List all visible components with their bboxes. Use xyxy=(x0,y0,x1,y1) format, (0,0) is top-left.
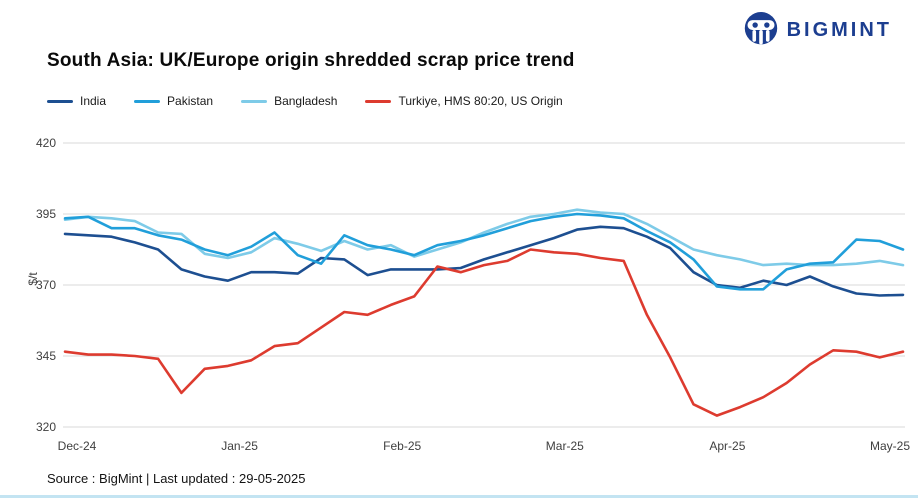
legend-item-pakistan: Pakistan xyxy=(134,94,213,108)
legend-item-turkiye: Turkiye, HMS 80:20, US Origin xyxy=(365,94,563,108)
legend-label-bangladesh: Bangladesh xyxy=(274,94,338,108)
x-tick-label-Apr-25: Apr-25 xyxy=(709,439,745,453)
chart-line-pakistan xyxy=(63,212,905,291)
x-tick-label-Mar-25: Mar-25 xyxy=(546,439,584,453)
chart-area: 420 395 370 345 320 Dec-24 Jan-25 Feb-25 Mar-25 A… xyxy=(0,125,918,470)
legend-label-pakistan: Pakistan xyxy=(167,94,214,108)
legend-swatch-pakistan xyxy=(134,99,161,103)
bigmint-logo: BIGMINT xyxy=(743,10,892,50)
y-tick-label-320: 320 xyxy=(36,420,56,434)
legend-item-bangladesh: Bangladesh xyxy=(241,94,337,108)
bigmint-logo-text: BIGMINT xyxy=(786,18,892,41)
chart-line-bangladesh xyxy=(63,208,905,267)
page-title: South Asia: UK/Europe origin shredded sc… xyxy=(47,50,575,71)
chart-legend: India Pakistan Bangladesh Turkiye, HMS 8… xyxy=(47,94,563,108)
chart-line-turkiye-hms-80-20-us-origin xyxy=(63,248,905,417)
bottom-divider xyxy=(0,495,918,498)
x-tick-label-Feb-25: Feb-25 xyxy=(383,439,421,453)
legend-swatch-bangladesh xyxy=(241,99,268,103)
x-tick-label-Jan-25: Jan-25 xyxy=(221,439,258,453)
chart-line-india xyxy=(63,225,905,297)
y-tick-label-370: 370 xyxy=(36,278,56,292)
legend-label-turkiye: Turkiye, HMS 80:20, US Origin xyxy=(398,94,563,108)
y-tick-label-420: 420 xyxy=(36,136,56,150)
x-tick-label-Dec-24: Dec-24 xyxy=(58,439,97,453)
y-tick-label-345: 345 xyxy=(36,349,56,363)
y-tick-label-395: 395 xyxy=(36,207,56,221)
legend-swatch-turkiye xyxy=(365,99,392,103)
x-tick-label-May-25: May-25 xyxy=(870,439,910,453)
legend-item-india: India xyxy=(47,94,106,108)
legend-swatch-india xyxy=(47,99,73,103)
source-note: Source : BigMint | Last updated : 29-05-… xyxy=(47,471,306,486)
bigmint-logo-icon xyxy=(744,12,777,45)
legend-label-india: India xyxy=(80,94,107,108)
